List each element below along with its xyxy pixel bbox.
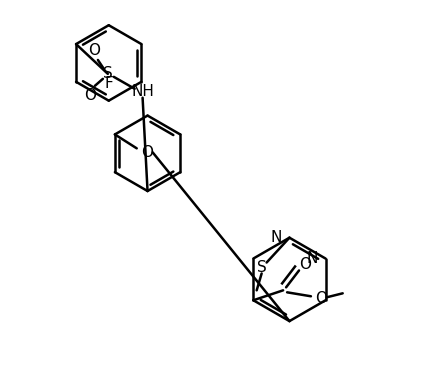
Text: S: S [103, 66, 113, 82]
Text: N: N [306, 251, 318, 266]
Text: O: O [315, 291, 327, 306]
Text: F: F [104, 76, 113, 91]
Text: O: O [88, 43, 100, 58]
Text: O: O [299, 257, 311, 272]
Text: O: O [84, 88, 96, 103]
Text: NH: NH [131, 84, 154, 99]
Text: N: N [270, 230, 282, 245]
Text: S: S [257, 260, 267, 275]
Text: O: O [141, 145, 153, 160]
